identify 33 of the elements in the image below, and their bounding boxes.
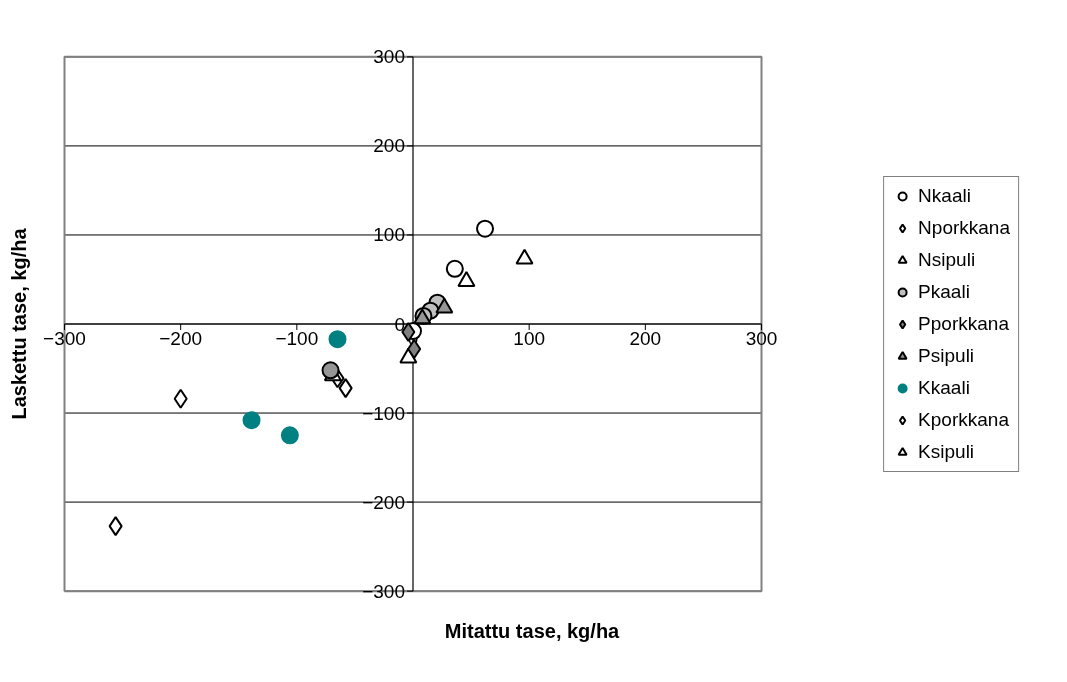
point <box>321 361 340 380</box>
legend-label: Kporkkana <box>918 408 1009 431</box>
y-tick-label: −100 <box>362 402 405 424</box>
y-axis-title: Laskettu tase, kg/ha <box>7 227 30 420</box>
x-axis-title: Mitattu tase, kg/ha <box>444 619 621 642</box>
x-tick-label: −300 <box>43 328 86 349</box>
legend-label: Nporkkana <box>918 216 1010 239</box>
y-tick-label: −300 <box>362 580 405 602</box>
point <box>280 426 299 445</box>
legend-label: Psipuli <box>918 344 975 367</box>
point <box>445 259 464 278</box>
point <box>338 378 353 399</box>
legend-label: Pporkkana <box>918 312 1009 335</box>
legend-label: Kkaali <box>918 376 970 399</box>
legend-label: Ksipuli <box>918 440 975 463</box>
y-tick-label: 300 <box>373 46 405 68</box>
point <box>173 388 188 409</box>
point <box>515 248 534 265</box>
x-tick-label: −100 <box>275 328 319 349</box>
x-tick-label: 200 <box>629 328 662 349</box>
x-tick-label: 100 <box>513 328 546 349</box>
point <box>435 297 454 314</box>
point <box>108 516 123 537</box>
y-tick-label: 100 <box>373 224 405 246</box>
x-tick-label: −200 <box>159 328 203 349</box>
legend-label: Nkaali <box>918 184 971 207</box>
legend-label: Nsipuli <box>918 248 976 271</box>
point <box>328 330 347 349</box>
point <box>242 411 261 430</box>
x-tick-label: 300 <box>745 328 778 349</box>
point <box>457 271 476 287</box>
point <box>476 219 495 238</box>
legend-label: Pkaali <box>918 280 970 303</box>
